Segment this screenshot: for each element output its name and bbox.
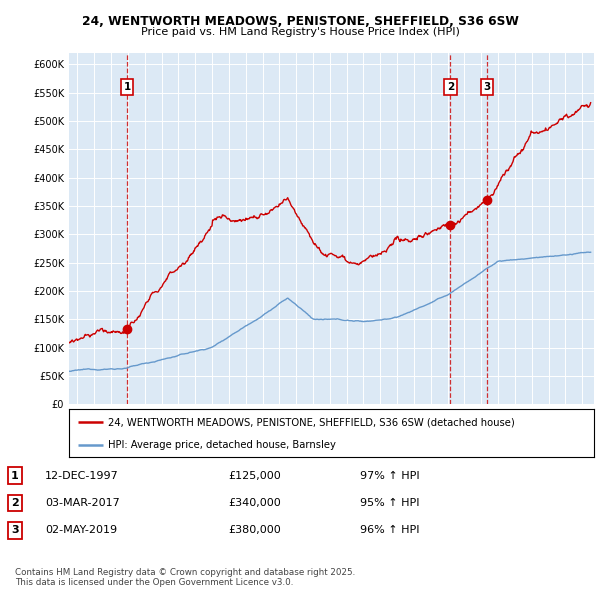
Text: £125,000: £125,000 bbox=[228, 471, 281, 481]
Text: 12-DEC-1997: 12-DEC-1997 bbox=[45, 471, 119, 481]
Text: 2: 2 bbox=[447, 82, 454, 92]
Text: 24, WENTWORTH MEADOWS, PENISTONE, SHEFFIELD, S36 6SW (detached house): 24, WENTWORTH MEADOWS, PENISTONE, SHEFFI… bbox=[109, 417, 515, 427]
Text: Contains HM Land Registry data © Crown copyright and database right 2025.
This d: Contains HM Land Registry data © Crown c… bbox=[15, 568, 355, 587]
Text: 2: 2 bbox=[11, 498, 19, 508]
Text: 03-MAR-2017: 03-MAR-2017 bbox=[45, 498, 120, 508]
Text: 3: 3 bbox=[483, 82, 490, 92]
Text: 3: 3 bbox=[11, 525, 19, 535]
Text: £340,000: £340,000 bbox=[228, 498, 281, 508]
Text: 1: 1 bbox=[124, 82, 131, 92]
Text: 97% ↑ HPI: 97% ↑ HPI bbox=[360, 471, 419, 481]
Text: 24, WENTWORTH MEADOWS, PENISTONE, SHEFFIELD, S36 6SW: 24, WENTWORTH MEADOWS, PENISTONE, SHEFFI… bbox=[82, 15, 518, 28]
Text: Price paid vs. HM Land Registry's House Price Index (HPI): Price paid vs. HM Land Registry's House … bbox=[140, 27, 460, 37]
Text: 02-MAY-2019: 02-MAY-2019 bbox=[45, 525, 117, 535]
Text: £380,000: £380,000 bbox=[228, 525, 281, 535]
Text: 1: 1 bbox=[11, 471, 19, 481]
Text: 95% ↑ HPI: 95% ↑ HPI bbox=[360, 498, 419, 508]
Text: 96% ↑ HPI: 96% ↑ HPI bbox=[360, 525, 419, 535]
Text: HPI: Average price, detached house, Barnsley: HPI: Average price, detached house, Barn… bbox=[109, 440, 336, 450]
